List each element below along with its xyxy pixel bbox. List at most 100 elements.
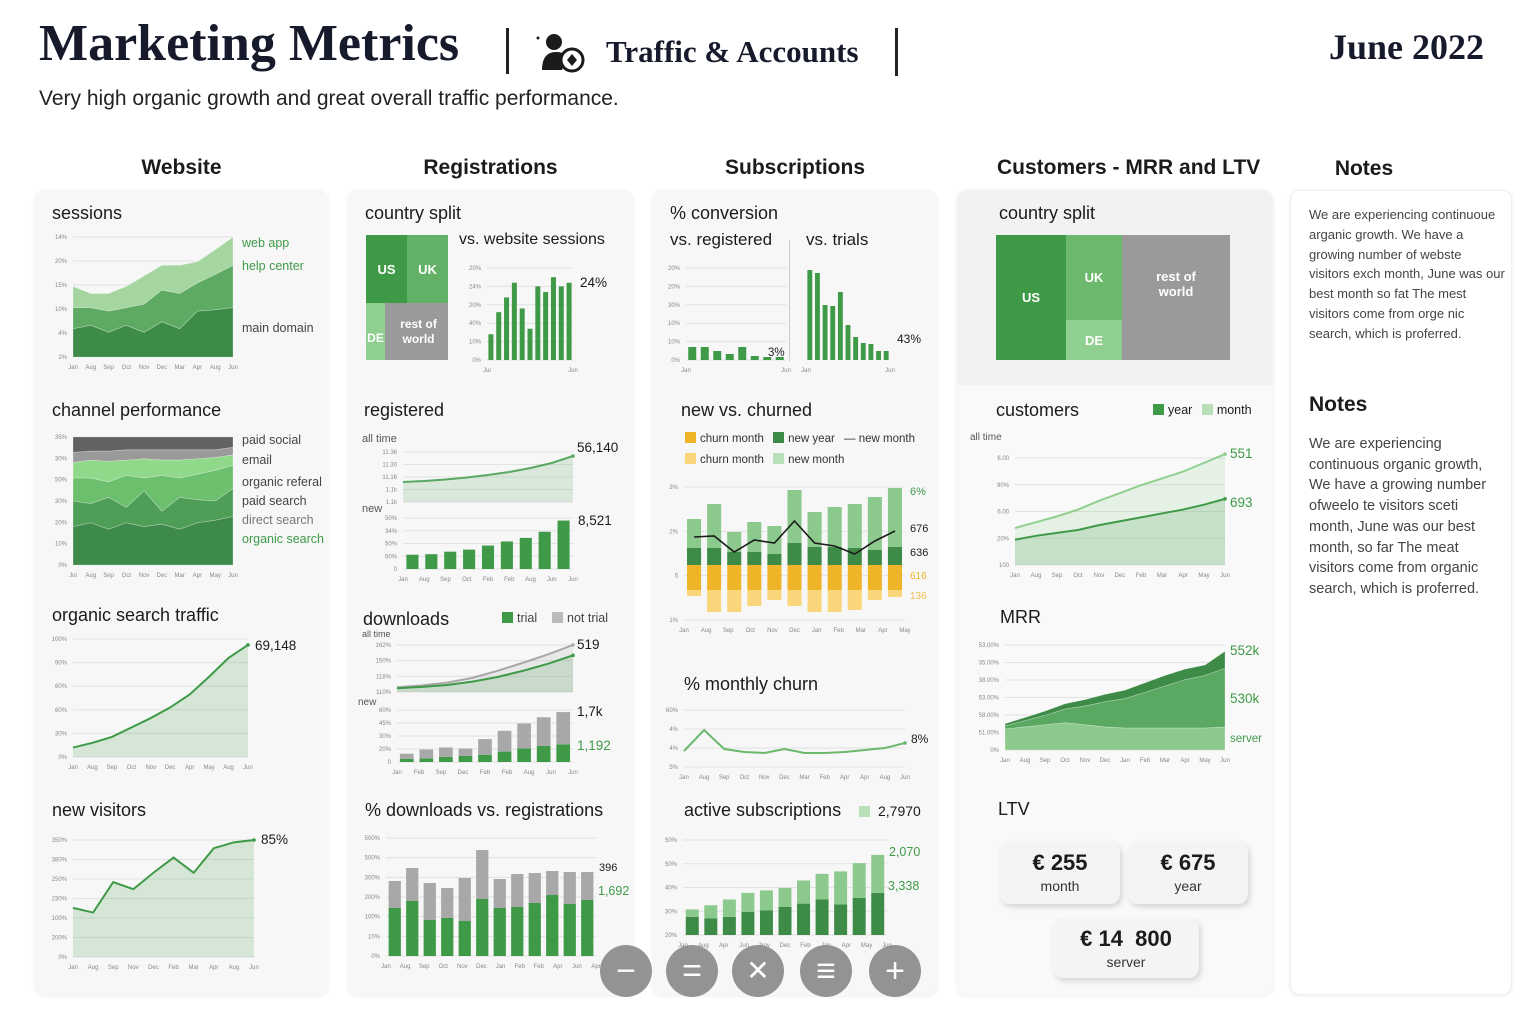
bar [511,282,517,360]
downloads-total: 519 [577,637,600,652]
y-tick-label: 20% [469,303,482,309]
treemap-cell-de[interactable]: DE [366,303,385,360]
bar-segment [704,905,718,919]
bar-new-year [747,552,762,565]
x-tick-label: Dec [165,765,176,771]
zoom-in-button[interactable]: + [869,945,921,997]
bar-segment [441,918,454,956]
y-tick-label: 162% [376,643,392,649]
treemap-cell-uk[interactable]: UK [1066,235,1122,320]
legend-churn-month-2: churn month [700,454,764,466]
x-tick-label: Jan [68,365,78,371]
y-tick-label: 38.00% [979,678,1000,684]
legend-not-trial: not trial [552,611,608,625]
x-tick-label: Dec [779,775,790,781]
menu-icon: ≡ [816,952,836,990]
y-tick-label: 20% [668,284,681,290]
y-tick-label: 200% [52,936,68,942]
nvc-label-3: 636 [910,547,929,559]
bar-segment [458,921,471,956]
y-tick-label: 30% [665,909,678,915]
treemap-cell-us[interactable]: US [996,235,1066,360]
y-tick-label: 0% [58,955,67,961]
y-tick-label: 20% [469,266,482,272]
bar-churn-month [727,590,742,612]
bar-segment [546,871,559,895]
treemap-cell-de[interactable]: DE [1066,320,1122,360]
x-tick-label: Oct [740,775,750,781]
bar [738,347,747,360]
notes-paragraph-2: We are experiencing continuous organic g… [1309,436,1487,597]
vs-sessions-title: vs. website sessions [459,231,605,248]
ltv-server-label: server [1106,954,1146,970]
x-tick-label: Jan [679,628,689,634]
y-tick-label: 20% [665,933,678,939]
x-tick-label: Jun [1220,573,1230,579]
bar-segment [458,878,471,921]
nvc-label-5: 136 [910,591,927,602]
bar [504,297,510,360]
y-tick-label: 250% [52,877,68,883]
menu-button[interactable]: ≡ [800,945,852,997]
treemap-cell-rest-of-world[interactable]: rest of world [385,303,448,360]
y-tick-label: 30% [55,499,68,505]
active-subs-total: 2,7970 [859,803,921,819]
dl-vs-reg-value: 396 [599,862,618,874]
y-tick-label: 500% [365,836,381,842]
x-tick-label: Sep [719,775,730,781]
bar [700,347,709,360]
bar-churn-month [707,590,722,612]
close-button[interactable]: ✕ [732,945,784,997]
x-tick-label: Sep [107,765,118,771]
x-tick-label: Apr [193,365,202,371]
zoom-out-button[interactable]: − [600,945,652,997]
x-tick-label: Oct [1073,573,1083,579]
y-tick-label: 24% [469,284,482,290]
bar-segment [871,892,885,935]
registered-title: registered [364,400,445,420]
bar [425,554,438,569]
churn-month-light-swatch [685,453,696,464]
bar [519,308,525,360]
bar-segment [476,850,489,899]
treemap-cell-uk[interactable]: UK [407,235,448,303]
y-tick-label: 20% [997,536,1010,542]
x-tick-label: Sep [419,964,430,970]
bar-churn-month [807,590,822,612]
ltv-year-card: € 675 year [1128,842,1248,904]
x-tick-label: May [1198,573,1209,579]
y-tick-label: 100% [52,637,68,643]
treemap-cell-us[interactable]: US [366,235,407,303]
nvc-label-2: 676 [910,523,929,535]
ltv-year-value: € 675 [1160,850,1216,875]
bar-churn-month [707,565,722,590]
legend-organic-search: organic search [242,532,324,546]
x-tick-label: Feb [834,628,845,634]
downloads-new-value: 1,7k [577,704,603,719]
bar [763,357,772,360]
x-tick-label: Aug [525,577,536,583]
legend-help-center: help center [242,259,304,273]
treemap-cell-rest-of-world[interactable]: rest of world [1122,235,1230,360]
x-tick-label: May [1199,758,1210,764]
y-tick-label: 50% [385,542,398,548]
x-tick-label: Apr [860,775,869,781]
x-tick-label: Sep [103,365,114,371]
bar-segment [399,753,414,759]
x-tick-label: Mar [174,365,184,371]
bar-new-year [887,547,902,565]
bar-segment [556,712,571,745]
new-vs-churned-legend-2: churn month new month [685,453,844,466]
bar-new-month [707,504,722,548]
x-tick-label: Jun [568,577,578,583]
y-tick-label: 40% [665,886,678,892]
bar-segment [871,854,885,893]
equals-button[interactable]: = [666,945,718,997]
user-badge-icon [536,34,585,73]
bar [550,277,556,360]
y-tick-label: 200% [365,895,381,901]
bar [775,357,784,360]
bar-segment [778,906,792,935]
x-tick-label: Oct [462,577,472,583]
x-tick-label: Oct [122,365,132,371]
